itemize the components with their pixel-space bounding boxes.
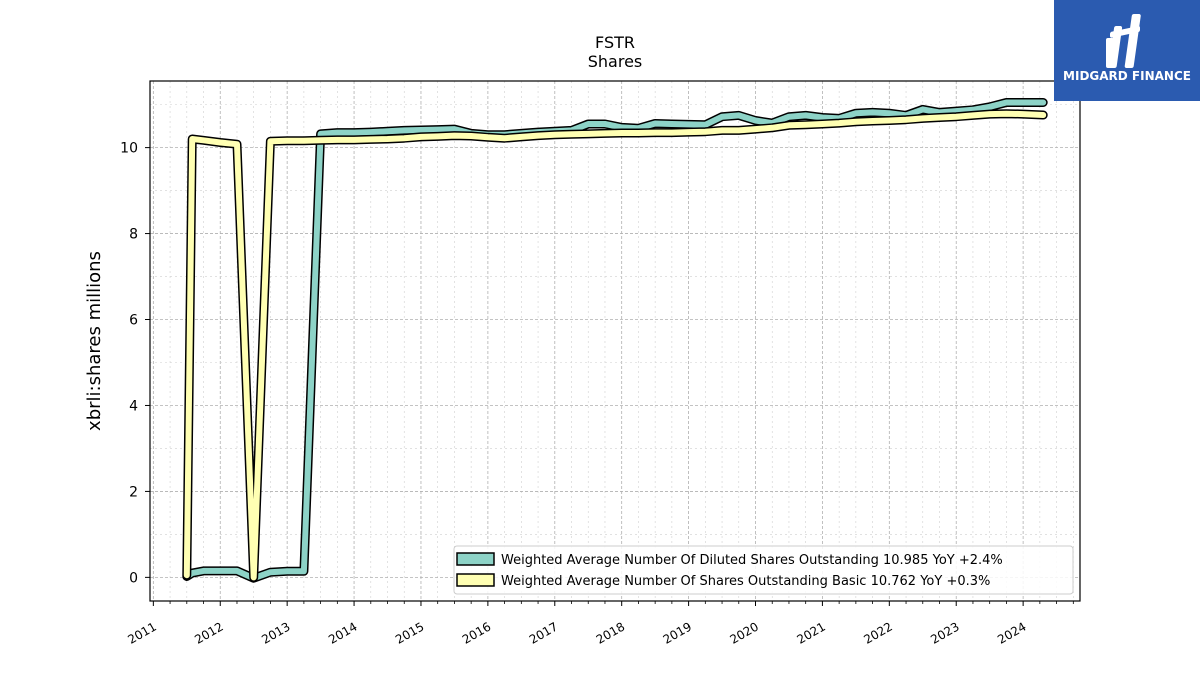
x-tick-label: 2023: [928, 619, 961, 646]
legend-box: [453, 545, 1074, 595]
x-tick-label: 2024: [995, 619, 1028, 646]
x-tick-label: 2015: [393, 619, 426, 646]
legend-swatch-diluted: [456, 552, 495, 566]
grid: [150, 81, 1080, 601]
x-tick-label: 2019: [661, 619, 694, 646]
legend-label-diluted: Weighted Average Number Of Diluted Share…: [501, 553, 1003, 568]
legend-swatch-basic: [456, 573, 495, 587]
diluted-shares-line: [183, 99, 1047, 582]
y-tick-label: 0: [129, 570, 138, 586]
logo-text: MIDGARD FINANCE: [1063, 69, 1191, 83]
y-tick-label: 4: [129, 398, 138, 414]
series-layer: [182, 98, 1048, 583]
y-tick-label: 8: [129, 227, 138, 243]
x-tick-label: 2022: [861, 619, 894, 646]
basic-shares-line: [183, 110, 1047, 581]
midgard-finance-logo: MIDGARD FINANCE: [1054, 0, 1200, 101]
y-tick-label: 10: [120, 141, 138, 157]
legend-label-basic: Weighted Average Number Of Shares Outsta…: [501, 574, 990, 589]
chart-title: FSTR: [595, 33, 635, 52]
x-tick-label: 2014: [326, 619, 359, 646]
logo-mark-icon: [1106, 14, 1141, 68]
x-tick-label: 2021: [794, 619, 827, 646]
legend: Weighted Average Number Of Diluted Share…: [453, 545, 1074, 595]
x-tick-label: 2017: [527, 619, 560, 646]
x-tick-label: 2016: [460, 619, 493, 646]
x-tick-label: 2018: [594, 619, 627, 646]
x-tick-label: 2011: [125, 619, 158, 646]
x-tick-label: 2020: [728, 619, 761, 646]
chart-subtitle: Shares: [588, 52, 643, 71]
x-tick-label: 2012: [192, 619, 225, 646]
plot-frame: [149, 80, 1081, 602]
y-tick-label: 6: [129, 313, 138, 329]
y-axis-label: xbrli:shares millions: [84, 251, 105, 431]
y-tick-label: 2: [129, 484, 138, 500]
x-tick-label: 2013: [259, 619, 292, 646]
